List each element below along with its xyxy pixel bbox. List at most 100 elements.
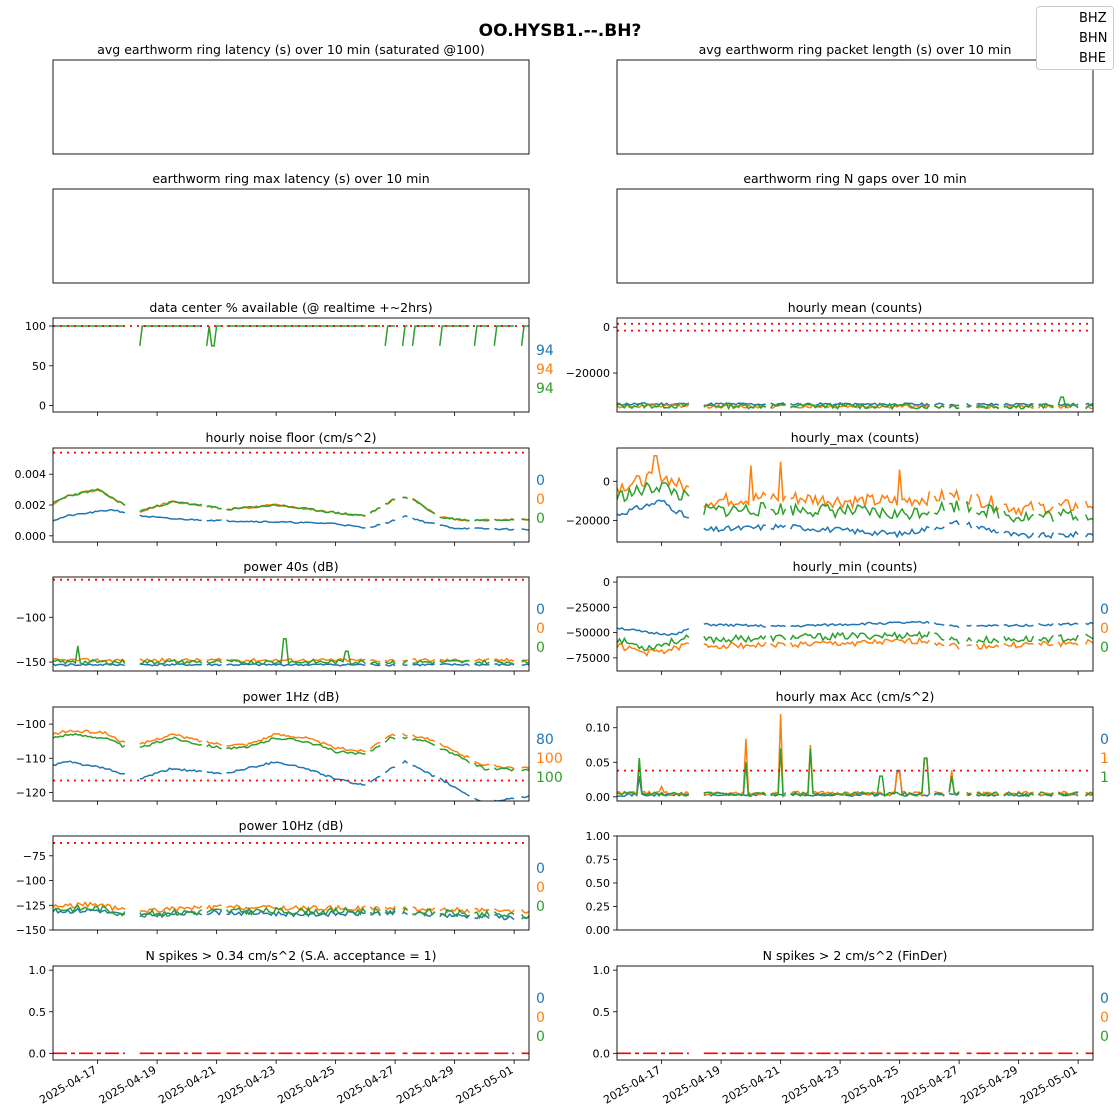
panel-8: power 40s (dB) −100 −150 0 0 0: [16, 559, 545, 675]
y-tick-label: −150: [16, 924, 46, 937]
y-tick-label: 0.00: [586, 924, 611, 937]
side-value-bhn: 0: [1100, 621, 1109, 637]
series-bhe: [53, 325, 529, 347]
series-bhe: [617, 748, 1093, 799]
y-tick-label: −100: [16, 875, 46, 888]
y-tick-label: 100: [25, 320, 46, 333]
series-bhe: [53, 488, 529, 522]
side-value-bhz: 80: [536, 732, 554, 748]
series-bhz: [53, 759, 529, 801]
panel-4: data center % available (@ realtime +~2h…: [25, 300, 554, 416]
panel-title: hourly noise floor (cm/s^2): [206, 430, 377, 445]
plot-area: [617, 322, 1093, 411]
axes-frame: [616, 965, 1094, 1061]
x-tick-label: 2025-04-21: [156, 1063, 218, 1106]
y-tick-label: 1.0: [593, 964, 611, 977]
y-tick-label: 0.10: [586, 722, 611, 735]
panel-title: hourly_max (counts): [791, 430, 920, 445]
series-bhn: [53, 901, 529, 915]
side-value-bhn: 1: [1100, 751, 1109, 767]
legend: BHZ BHN BHE: [1036, 6, 1114, 70]
x-tick-label: 2025-04-27: [335, 1063, 397, 1106]
plot-area: [617, 713, 1093, 799]
y-tick-label: 0: [39, 400, 46, 413]
side-value-bhe: 1: [1100, 770, 1109, 786]
side-value-bhe: 0: [536, 1029, 545, 1045]
legend-entry-bhe: BHE: [1079, 51, 1106, 66]
axes-frame: [52, 188, 530, 284]
panel-2: earthworm ring max latency (s) over 10 m…: [52, 171, 530, 284]
series-bhe: [53, 732, 529, 772]
panel-5: hourly mean (counts) 0 −20000: [566, 300, 1094, 416]
side-value-bhn: 94: [536, 362, 554, 378]
y-tick-label: 0.5: [593, 1006, 611, 1019]
side-value-bhe: 0: [1100, 1029, 1109, 1045]
panel-title: data center % available (@ realtime +~2h…: [149, 300, 432, 315]
y-tick-label: −110: [16, 752, 46, 765]
series-bhz: [53, 662, 529, 667]
y-tick-label: 0.00: [586, 791, 611, 804]
axes-frame: [616, 835, 1094, 931]
axes-frame: [52, 706, 530, 802]
y-tick-label: 0.50: [586, 877, 611, 890]
axes-frame: [616, 188, 1094, 284]
y-tick-label: 0.5: [29, 1006, 47, 1019]
x-tick-label: 2025-04-29: [958, 1063, 1020, 1106]
axes-frame: [52, 576, 530, 672]
panel-title: avg earthworm ring packet length (s) ove…: [699, 42, 1012, 57]
y-tick-label: 0.0: [29, 1047, 47, 1060]
side-value-bhz: 0: [1100, 602, 1109, 618]
side-value-bhz: 94: [536, 343, 554, 359]
side-value-bhz: 0: [536, 473, 545, 489]
side-value-bhe: 100: [536, 770, 563, 786]
panel-title: avg earthworm ring latency (s) over 10 m…: [97, 42, 484, 57]
panel-title: hourly max Acc (cm/s^2): [776, 689, 935, 704]
x-tick-label: 2025-04-25: [839, 1063, 901, 1106]
panel-9: hourly_min (counts) 0 −25000 −50000 −75000 0 0…: [566, 559, 1109, 675]
series-bhe: [617, 481, 1093, 523]
axes-frame: [52, 447, 530, 543]
plot-area: [53, 451, 529, 531]
x-tick-label: 2025-04-19: [661, 1063, 723, 1106]
panel-title: N spikes > 2 cm/s^2 (FinDer): [763, 948, 948, 963]
y-tick-label: −75: [23, 850, 46, 863]
side-value-bhe: 0: [536, 511, 545, 527]
axes-frame: [52, 317, 530, 413]
plot-area: [53, 729, 529, 801]
panel-10: power 1Hz (dB) −100 −110 −120 80 100 100: [16, 689, 563, 805]
panel-title: N spikes > 0.34 cm/s^2 (S.A. acceptance …: [145, 948, 436, 963]
y-tick-label: 0.002: [15, 499, 47, 512]
y-tick-label: 0.0: [593, 1047, 611, 1060]
y-tick-label: 0: [603, 576, 610, 589]
side-value-bhn: 100: [536, 751, 563, 767]
axes-frame: [616, 706, 1094, 802]
legend-entry-bhn: BHN: [1079, 31, 1108, 46]
series-bhn: [617, 713, 1093, 798]
x-tick-label: 2025-05-01: [454, 1063, 516, 1106]
panel-12: power 10Hz (dB) −75 −100 −125 −150 0 0 0: [16, 818, 545, 937]
y-tick-label: −20000: [566, 367, 610, 380]
series-bhz: [617, 620, 1093, 636]
axes-frame: [52, 59, 530, 155]
y-tick-label: −20000: [566, 514, 610, 527]
panel-title: earthworm ring max latency (s) over 10 m…: [152, 171, 429, 186]
y-tick-label: −25000: [566, 601, 610, 614]
x-tick-label: 2025-05-01: [1018, 1063, 1080, 1106]
panel-6: hourly noise floor (cm/s^2) 0.000 0.002 0.0…: [15, 430, 545, 546]
x-tick-label: 2025-04-29: [394, 1063, 456, 1106]
panel-11: hourly max Acc (cm/s^2) 0.00 0.05 0.10 0 1 1: [586, 689, 1109, 805]
y-tick-label: 0.000: [15, 530, 47, 543]
series-bhn: [53, 729, 529, 770]
x-tick-label: 2025-04-17: [601, 1063, 663, 1106]
panel-7: hourly_max (counts) 0 −20000: [566, 430, 1094, 546]
x-tick-label: 2025-04-21: [720, 1063, 782, 1106]
side-value-bhe: 0: [536, 899, 545, 915]
panel-title: hourly_min (counts): [793, 559, 918, 574]
series-bhn: [53, 657, 529, 664]
x-tick-label: 2025-04-27: [899, 1063, 961, 1106]
panel-title: power 10Hz (dB): [239, 818, 344, 833]
plot-area: [53, 578, 529, 667]
plot-area: [617, 455, 1093, 539]
plot-area: [53, 842, 529, 921]
y-tick-label: −100: [16, 611, 46, 624]
